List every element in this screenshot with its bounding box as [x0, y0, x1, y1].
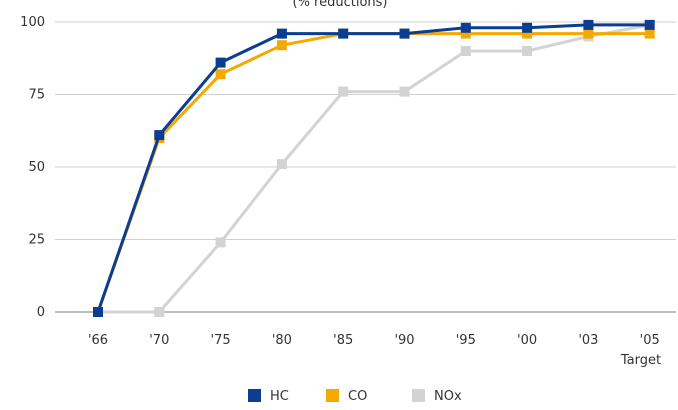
data-point-hc — [460, 22, 471, 33]
series-hc — [93, 19, 655, 317]
y-tick-label: 100 — [20, 15, 45, 30]
data-point-hc — [154, 130, 165, 141]
x-tick-label: '90 — [394, 333, 414, 348]
x-tick-label: '95 — [456, 333, 476, 348]
data-point-nox — [338, 86, 349, 97]
data-point-hc — [338, 28, 349, 39]
data-point-co — [460, 28, 471, 39]
x-tick-note: Target — [620, 353, 661, 368]
legend-swatch — [412, 389, 425, 402]
data-point-nox — [399, 86, 410, 97]
data-point-co — [276, 40, 287, 51]
data-point-hc — [644, 19, 655, 30]
x-tick-label: '66 — [88, 333, 108, 348]
data-point-hc — [399, 28, 410, 39]
legend-item-hc: HC — [248, 389, 289, 404]
series-line-nox — [98, 23, 650, 314]
data-point-nox — [154, 307, 165, 317]
data-point-co — [522, 28, 533, 39]
series-line-hc — [96, 23, 650, 313]
legend-swatch — [248, 389, 261, 402]
legend-label: CO — [348, 389, 367, 404]
y-tick-label: 50 — [28, 160, 45, 175]
data-point-hc — [583, 19, 594, 30]
x-tick-label: '70 — [149, 333, 169, 348]
grid-lines — [55, 21, 676, 240]
y-tick-labels: 0 25 50 75 100 — [20, 15, 45, 320]
series-line-co — [96, 32, 650, 313]
series-group — [93, 19, 655, 317]
data-point-nox — [460, 46, 471, 56]
data-point-hc — [93, 307, 103, 317]
chart-subtitle: (% reductions) — [293, 0, 388, 10]
data-point-nox — [276, 159, 287, 170]
x-tick-label: '00 — [517, 333, 537, 348]
data-point-hc — [215, 57, 226, 68]
series-co — [93, 28, 655, 317]
x-tick-label: '05 — [640, 333, 660, 348]
y-tick-label: 0 — [37, 305, 45, 320]
data-point-nox — [522, 46, 533, 56]
legend-swatch — [326, 389, 339, 402]
legend-item-nox: NOx — [412, 389, 462, 404]
data-point-co — [583, 28, 594, 39]
x-tick-label: '85 — [333, 333, 353, 348]
data-point-co — [644, 28, 655, 39]
y-tick-label: 75 — [28, 88, 45, 103]
data-point-hc — [276, 28, 287, 39]
data-point-nox — [215, 237, 226, 248]
series-nox — [93, 19, 655, 317]
legend-label: HC — [270, 389, 289, 404]
x-tick-label: '80 — [272, 333, 292, 348]
data-point-hc — [522, 22, 533, 33]
x-tick-label: '03 — [578, 333, 598, 348]
legend-label: NOx — [434, 389, 462, 404]
x-tick-labels: '66 '70 '75 '80 '85 '90 '95 '00 '03 '05 Target — [88, 333, 661, 368]
legend: HC CO NOx — [248, 389, 462, 404]
x-tick-label: '75 — [211, 333, 231, 348]
legend-item-co: CO — [326, 389, 367, 404]
data-point-co — [215, 69, 226, 80]
y-tick-label: 25 — [28, 233, 45, 248]
